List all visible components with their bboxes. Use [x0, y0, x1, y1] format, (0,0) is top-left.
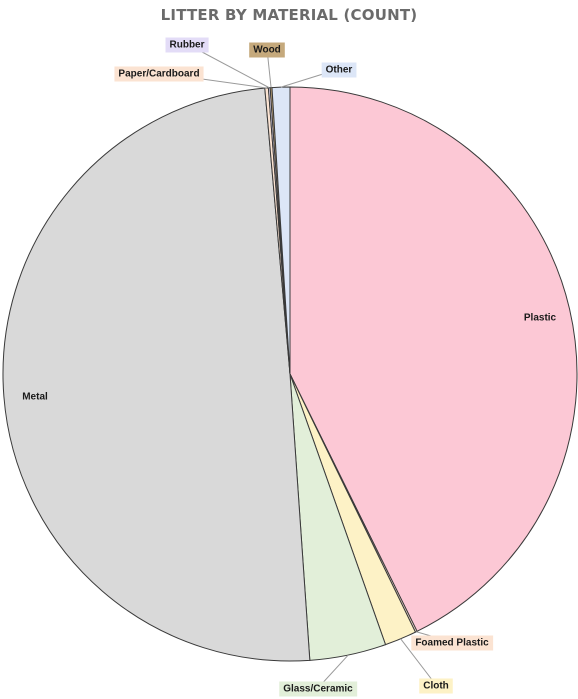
slice-label-text-cloth: Cloth	[423, 681, 449, 692]
slice-label-text-rubber: Rubber	[170, 40, 205, 51]
slice-label-plastic: Plastic	[524, 313, 557, 324]
slice-label-box-foamed-plastic	[411, 635, 494, 651]
pie-slice-metal	[2, 87, 311, 662]
slice-label-text-wood: Wood	[253, 45, 281, 56]
slice-label-box-glass-ceramic	[279, 681, 358, 697]
slice-label-wood: Wood	[249, 42, 285, 58]
slice-label-paper-cardboard: Paper/Cardboard	[114, 66, 204, 82]
pie-slice-other	[271, 86, 291, 375]
slice-label-box-rubber	[165, 37, 209, 53]
slice-label-text-foamed-plastic: Foamed Plastic	[415, 638, 489, 649]
pie-slice-plastic	[289, 86, 578, 633]
slice-label-cloth: Cloth	[419, 678, 453, 694]
slice-label-text-paper-cardboard: Paper/Cardboard	[118, 69, 199, 80]
slice-label-text-glass-ceramic: Glass/Ceramic	[283, 684, 353, 695]
slice-label-box-other	[321, 62, 357, 78]
slice-label-metal: Metal	[22, 392, 48, 403]
slice-label-text-plastic: Plastic	[524, 313, 557, 324]
slice-label-text-other: Other	[326, 65, 353, 76]
slice-label-box-cloth	[419, 678, 453, 694]
slice-label-text-metal: Metal	[22, 392, 48, 403]
chart-title: LITTER BY MATERIAL (COUNT)	[160, 6, 418, 24]
slice-label-box-wood	[249, 42, 285, 58]
slice-label-box-paper-cardboard	[114, 66, 204, 82]
slice-label-other: Other	[321, 62, 357, 78]
leader-line-cloth	[400, 638, 437, 686]
slice-label-foamed-plastic: Foamed Plastic	[411, 635, 494, 651]
slice-label-glass-ceramic: Glass/Ceramic	[279, 681, 358, 697]
slice-label-rubber: Rubber	[165, 37, 209, 53]
